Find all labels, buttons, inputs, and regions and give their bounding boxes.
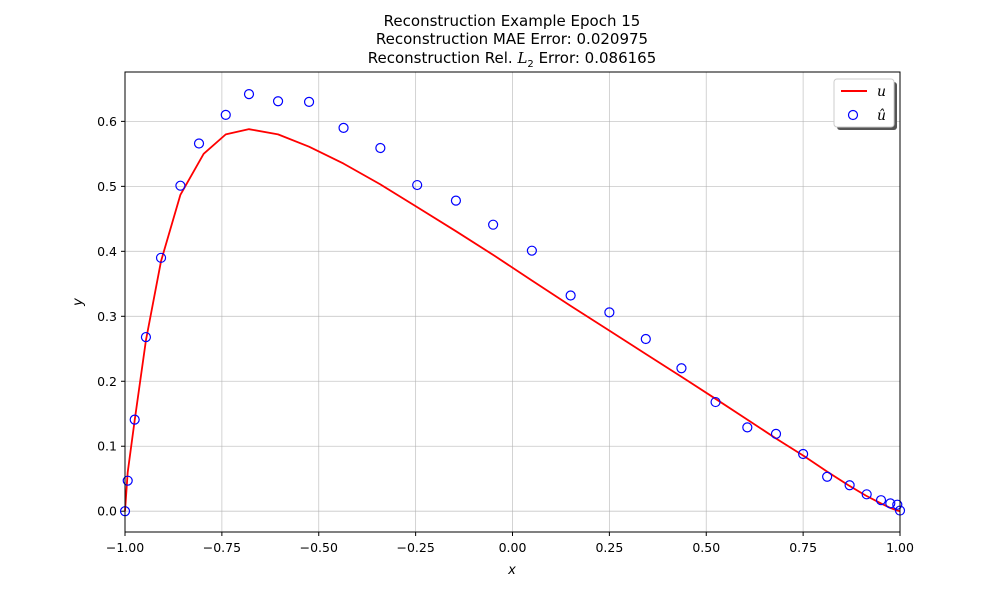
u-hat-point: [875, 495, 887, 506]
legend-marker-swatch: [847, 109, 859, 121]
u-hat-point: [742, 422, 753, 433]
y-tick-label: 0.5: [97, 179, 117, 194]
u-hat-point: [565, 290, 576, 301]
series-u-hat: [119, 88, 906, 517]
u-hat-point: [892, 499, 903, 510]
x-tick-label: 0.75: [789, 540, 817, 555]
u-hat-point: [844, 480, 855, 491]
chart-title: Reconstruction Example Epoch 15 Reconstr…: [368, 12, 657, 70]
legend: u û: [833, 78, 897, 130]
x-tick-label: −0.50: [300, 540, 338, 555]
u-hat-point: [798, 448, 809, 460]
u-hat-point: [450, 195, 462, 206]
y-tick-label: 0.6: [97, 114, 117, 129]
u-hat-point: [604, 307, 615, 318]
u-hat-point: [412, 179, 423, 191]
u-hat-point: [822, 471, 833, 482]
title-line-1: Reconstruction Example Epoch 15: [384, 12, 641, 30]
u-hat-point: [140, 331, 152, 343]
x-tick-label: −0.75: [203, 540, 241, 555]
plot-frame: [124, 71, 901, 533]
u-hat-point: [303, 96, 315, 107]
x-tick-label: 0.00: [499, 540, 527, 555]
legend-label-u: u: [877, 84, 886, 100]
u-hat-point: [175, 180, 186, 191]
x-tick-label: 0.50: [692, 540, 720, 555]
title-line-2: Reconstruction MAE Error: 0.020975: [376, 30, 648, 48]
u-hat-point: [676, 363, 687, 374]
title-line-3: Reconstruction Rel. L2 Error: 0.086165: [368, 49, 657, 70]
x-axis-label: x: [507, 563, 516, 578]
u-hat-point: [122, 475, 133, 486]
u-hat-point: [193, 138, 205, 149]
u-hat-point: [885, 498, 896, 509]
u-hat-point: [375, 142, 386, 154]
y-axis-label: y: [71, 298, 86, 307]
u-hat-point: [129, 414, 140, 425]
u-hat-point: [861, 489, 872, 500]
u-hat-point: [272, 96, 284, 107]
u-hat-point: [338, 122, 349, 133]
u-hat-point: [243, 88, 255, 100]
ticks: −1.00 −0.75 −0.50 −0.25 0.00 0.25 0.50 0.75 1.00…: [97, 114, 914, 555]
y-tick-label: 0.3: [97, 309, 117, 324]
u-hat-point: [770, 428, 782, 439]
u-hat-point: [710, 396, 721, 408]
u-hat-point: [526, 245, 537, 256]
u-hat-point: [220, 109, 231, 120]
u-hat-point: [640, 333, 651, 345]
u-hat-point: [488, 219, 499, 230]
x-tick-label: 0.25: [595, 540, 623, 555]
x-tick-label: 1.00: [886, 540, 914, 555]
x-tick-label: −0.25: [396, 540, 434, 555]
y-tick-label: 0.0: [97, 504, 117, 519]
y-tick-label: 0.2: [97, 374, 117, 389]
x-tick-label: −1.00: [106, 540, 144, 555]
y-tick-label: 0.4: [97, 244, 117, 259]
u-hat-point: [155, 252, 167, 263]
y-tick-label: 0.1: [97, 439, 117, 454]
legend-label-u-hat: û: [877, 108, 886, 124]
